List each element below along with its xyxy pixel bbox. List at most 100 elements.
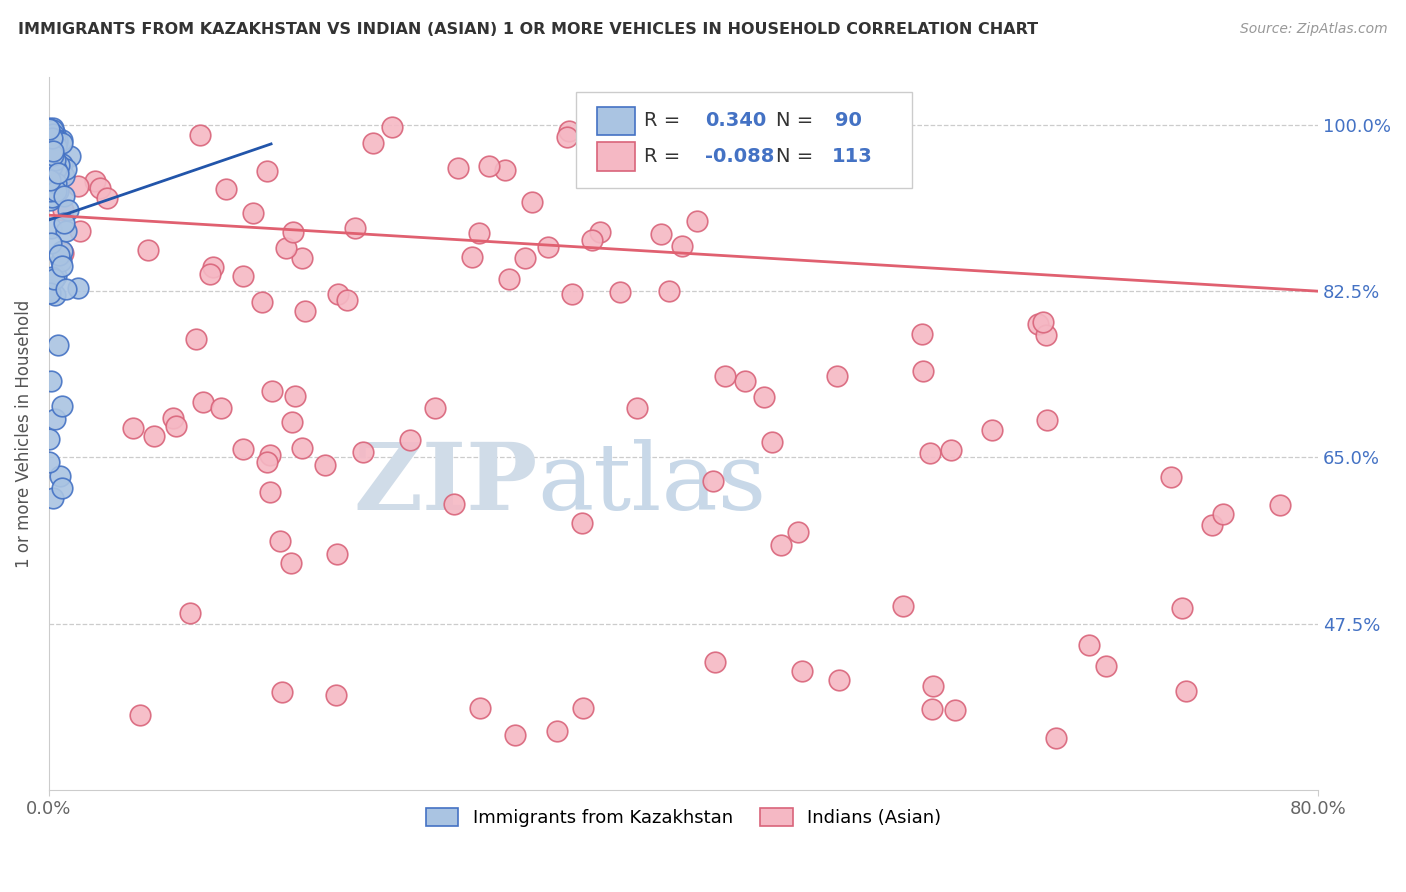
Point <box>214 182 236 196</box>
Point <box>943 703 966 717</box>
Point <box>42 272 65 286</box>
Point <box>41 128 63 142</box>
Point <box>39 129 62 144</box>
Point <box>96 190 118 204</box>
Point <box>179 607 201 621</box>
Point <box>38 154 60 169</box>
Point <box>259 485 281 500</box>
Point <box>1095 658 1118 673</box>
Point <box>1078 638 1101 652</box>
Point <box>470 701 492 715</box>
Point <box>921 679 943 693</box>
Point <box>274 241 297 255</box>
Point <box>49 254 72 268</box>
Point <box>39 139 62 153</box>
Point <box>89 181 111 195</box>
Point <box>478 159 501 173</box>
Point <box>381 120 404 134</box>
Point <box>48 158 70 172</box>
Point <box>41 188 63 202</box>
Point <box>38 284 60 298</box>
Point <box>981 423 1004 437</box>
Point <box>1268 499 1291 513</box>
Point <box>291 251 314 265</box>
Point <box>911 327 934 342</box>
Point <box>42 135 65 149</box>
FancyBboxPatch shape <box>575 92 912 188</box>
Point <box>571 516 593 531</box>
Point <box>39 285 62 299</box>
Point <box>55 224 77 238</box>
Point <box>671 239 693 253</box>
Point <box>790 665 813 679</box>
Point <box>46 166 69 180</box>
Point <box>41 190 63 204</box>
Point <box>921 701 943 715</box>
Point <box>51 244 73 259</box>
Point <box>754 390 776 404</box>
Point <box>128 708 150 723</box>
Point <box>39 194 62 208</box>
Point <box>232 442 254 456</box>
Point <box>41 148 63 162</box>
Point <box>67 281 90 295</box>
Point <box>41 161 63 176</box>
Point <box>53 189 76 203</box>
Point <box>44 288 66 302</box>
Point <box>702 474 724 488</box>
Point <box>686 214 709 228</box>
Point <box>912 364 935 378</box>
Point <box>557 129 579 144</box>
Point <box>682 159 704 173</box>
Point <box>259 448 281 462</box>
Text: atlas: atlas <box>537 439 766 529</box>
Point <box>447 161 470 176</box>
Point <box>39 221 62 235</box>
Point <box>270 685 292 699</box>
Point <box>786 524 808 539</box>
Point <box>42 147 65 161</box>
Point <box>344 221 367 235</box>
Point <box>38 122 60 136</box>
Point <box>51 133 73 147</box>
Point <box>232 269 254 284</box>
Point <box>269 534 291 549</box>
Point <box>39 144 62 158</box>
Point <box>41 167 63 181</box>
Point <box>281 226 304 240</box>
Point <box>55 282 77 296</box>
Point <box>1028 317 1050 331</box>
Text: IMMIGRANTS FROM KAZAKHSTAN VS INDIAN (ASIAN) 1 OR MORE VEHICLES IN HOUSEHOLD COR: IMMIGRANTS FROM KAZAKHSTAN VS INDIAN (AS… <box>18 22 1039 37</box>
Point <box>45 161 67 176</box>
Point <box>42 183 65 197</box>
Point <box>45 268 67 283</box>
Point <box>56 202 79 217</box>
Point <box>626 401 648 415</box>
Text: ZIP: ZIP <box>353 439 537 529</box>
Text: R =: R = <box>644 112 686 130</box>
Point <box>41 190 63 204</box>
Point <box>38 171 60 186</box>
Point <box>621 141 644 155</box>
Point <box>44 127 66 141</box>
Point <box>1036 413 1059 427</box>
Point <box>51 136 73 150</box>
Point <box>39 236 62 251</box>
Legend: Immigrants from Kazakhstan, Indians (Asian): Immigrants from Kazakhstan, Indians (Asi… <box>419 800 949 834</box>
Point <box>202 260 225 275</box>
Point <box>162 411 184 425</box>
Point <box>294 304 316 318</box>
Point <box>352 444 374 458</box>
Point <box>39 286 62 301</box>
Point <box>610 150 633 164</box>
Point <box>38 432 60 446</box>
Point <box>1035 328 1057 343</box>
Point <box>460 250 482 264</box>
Point <box>443 498 465 512</box>
Point <box>468 226 491 240</box>
Point <box>45 170 67 185</box>
Point <box>46 133 69 147</box>
Point <box>184 332 207 346</box>
Point <box>284 389 307 403</box>
Point <box>51 259 73 273</box>
